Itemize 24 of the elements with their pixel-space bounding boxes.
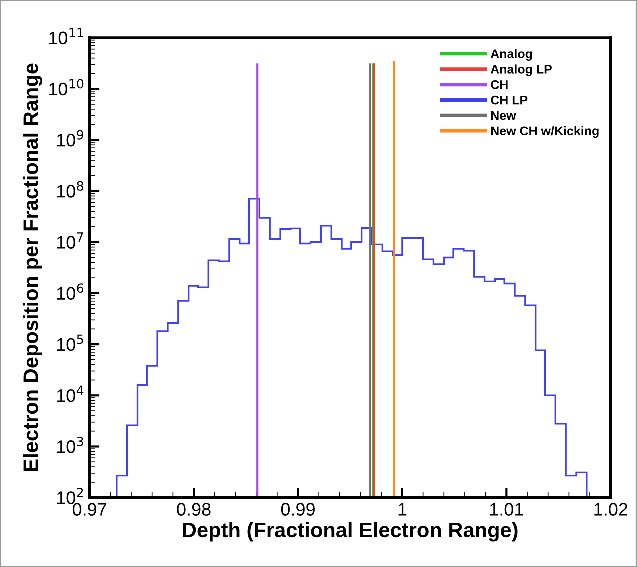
- x-tick-label: 0.99: [281, 503, 315, 516]
- legend-label: CH LP: [491, 96, 528, 105]
- x-tick-label: 1: [398, 503, 407, 516]
- y-tick-label: 10$^{10}$: [50, 79, 84, 96]
- y-tick-label: 10$^{8}$: [57, 181, 84, 198]
- x-tick-label: 1.01: [490, 503, 524, 516]
- y-tick-label: 10$^{5}$: [57, 334, 84, 352]
- y-tick-label: 10$^{3}$: [57, 436, 84, 454]
- legend-label: New: [491, 111, 516, 120]
- y-tick-label: 10$^{6}$: [57, 284, 84, 300]
- legend-label: CH: [491, 80, 508, 90]
- x-tick-label: 1.02: [594, 503, 628, 516]
- x-axis-title: Depth (Fractional Electron Range): [183, 522, 518, 542]
- y-tick-label: 10$^{4}$: [57, 386, 84, 402]
- legend-label: Analog: [490, 49, 532, 61]
- legend-label: New CH w/Kicking: [491, 126, 599, 138]
- y-tick-label: 10$^{9}$: [57, 130, 84, 147]
- y-tick-label: 10$^{11}$: [50, 28, 84, 45]
- x-tick-label: 0.97: [72, 503, 106, 516]
- y-tick-label: 10$^{2}$: [57, 488, 84, 504]
- y-tick-label: 10$^{7}$: [57, 232, 84, 249]
- y-axis-title: Electron Deposition per Fractional Range: [23, 64, 43, 472]
- x-tick-label: 0.98: [177, 503, 211, 516]
- legend-label: Analog LP: [490, 64, 552, 76]
